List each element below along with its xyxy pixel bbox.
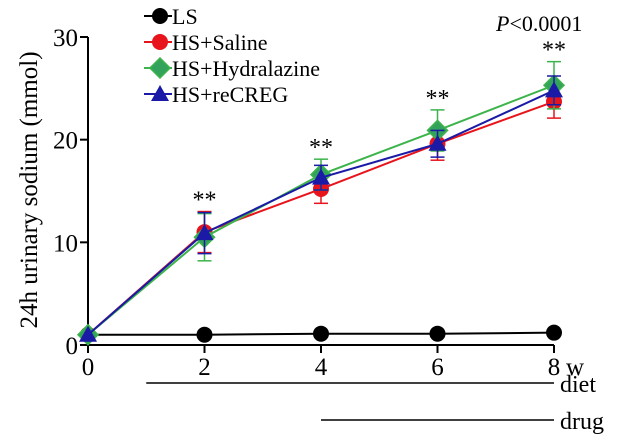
p-value-prefix: P xyxy=(495,11,509,36)
x-tick-label: 8 xyxy=(548,354,561,381)
legend-label: HS+Hydralazine xyxy=(172,56,320,81)
data-point xyxy=(429,325,446,342)
legend-entry: HS+reCREG xyxy=(144,82,288,107)
series-hs-saline xyxy=(80,84,562,343)
significance-mark: ** xyxy=(542,38,566,64)
legend-marker xyxy=(152,8,168,24)
series-ls xyxy=(80,324,562,343)
data-point xyxy=(195,224,214,241)
x-unit-label: w xyxy=(566,354,584,381)
legend-label: LS xyxy=(172,4,198,29)
legend-entry: HS+Saline xyxy=(144,30,268,55)
x-tick-label: 4 xyxy=(315,354,328,381)
treatment-label-diet: diet xyxy=(560,372,596,398)
data-point xyxy=(196,326,213,343)
series-hs-recreg xyxy=(79,75,563,342)
y-tick-label: 20 xyxy=(53,128,78,155)
data-point xyxy=(546,324,562,341)
x-tick-label: 2 xyxy=(198,354,211,381)
legend-marker xyxy=(148,56,172,80)
legend-marker xyxy=(152,34,168,50)
legend-label: HS+reCREG xyxy=(172,82,288,107)
y-tick-label: 0 xyxy=(66,333,79,360)
legend-marker xyxy=(151,85,169,101)
significance-mark: ** xyxy=(309,135,333,161)
p-value-annotation: P<0.0001 xyxy=(495,11,582,36)
significance-mark: ** xyxy=(426,86,450,112)
data-point xyxy=(545,81,563,98)
x-tick-label: 0 xyxy=(82,354,95,381)
y-tick-label: 30 xyxy=(53,25,78,52)
legend-entry: HS+Hydralazine xyxy=(144,56,320,81)
data-point xyxy=(312,168,330,185)
data-point xyxy=(428,134,447,151)
y-axis-label: 24h urinary sodium (mmol) xyxy=(16,51,43,328)
y-tick-label: 10 xyxy=(53,230,78,257)
data-point xyxy=(313,325,329,342)
treatment-label-drug: drug xyxy=(560,409,604,435)
legend-entry: LS xyxy=(144,4,198,29)
p-value-text: <0.0001 xyxy=(509,11,582,36)
x-tick-label: 6 xyxy=(431,354,444,381)
significance-mark: ** xyxy=(193,188,217,214)
legend-label: HS+Saline xyxy=(172,30,268,55)
data-point xyxy=(79,325,97,342)
